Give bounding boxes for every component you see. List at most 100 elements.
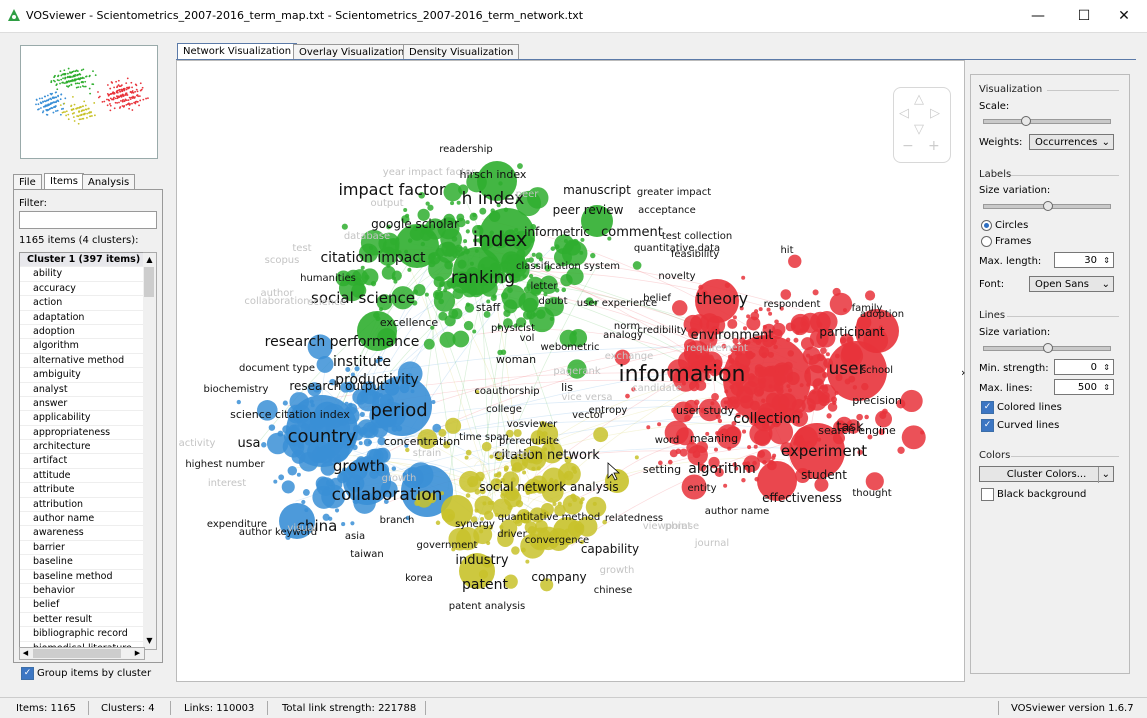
- tab-file[interactable]: File: [13, 174, 42, 191]
- term-node[interactable]: [503, 467, 508, 472]
- term-label[interactable]: collection: [733, 411, 800, 427]
- list-item[interactable]: baseline method: [20, 570, 144, 584]
- list-item[interactable]: architecture: [20, 440, 144, 455]
- term-label[interactable]: collaboration: [332, 485, 443, 505]
- term-node[interactable]: [747, 445, 752, 450]
- term-node[interactable]: [827, 341, 887, 401]
- term-node[interactable]: [607, 236, 612, 241]
- term-node[interactable]: [714, 467, 724, 477]
- term-node[interactable]: [867, 434, 873, 440]
- term-node[interactable]: [439, 280, 445, 287]
- term-node[interactable]: [357, 311, 397, 351]
- term-node[interactable]: [829, 292, 853, 316]
- term-node[interactable]: [343, 457, 391, 505]
- term-node[interactable]: [465, 449, 472, 456]
- list-item[interactable]: analyst: [20, 383, 144, 397]
- term-label[interactable]: company: [531, 570, 586, 584]
- term-node[interactable]: [749, 421, 773, 446]
- term-node[interactable]: [780, 289, 792, 300]
- term-node[interactable]: [472, 212, 477, 218]
- term-node[interactable]: [774, 319, 779, 325]
- term-node[interactable]: [268, 424, 276, 431]
- term-label[interactable]: meaning: [690, 432, 738, 445]
- term-node[interactable]: [779, 306, 784, 311]
- term-node[interactable]: [553, 517, 581, 545]
- term-node[interactable]: [357, 419, 376, 438]
- scale-slider[interactable]: [983, 119, 1111, 124]
- term-node[interactable]: [486, 540, 491, 546]
- term-node[interactable]: [550, 246, 556, 251]
- term-node[interactable]: [567, 359, 587, 379]
- term-label[interactable]: hirsch index: [460, 168, 527, 181]
- term-node[interactable]: [526, 283, 532, 289]
- term-node[interactable]: [540, 503, 554, 516]
- term-label[interactable]: h index: [462, 189, 525, 209]
- term-node[interactable]: [473, 525, 493, 545]
- term-node[interactable]: [757, 461, 797, 501]
- term-node[interactable]: [316, 355, 334, 373]
- term-label[interactable]: author: [261, 288, 295, 299]
- term-node[interactable]: [279, 503, 315, 539]
- term-node[interactable]: [710, 401, 715, 406]
- term-node[interactable]: [383, 499, 389, 504]
- term-node[interactable]: [438, 311, 448, 321]
- term-node[interactable]: [753, 444, 758, 449]
- term-label[interactable]: user study: [676, 404, 734, 417]
- term-node[interactable]: [710, 326, 720, 335]
- term-label[interactable]: coauthorship: [474, 386, 539, 397]
- term-node[interactable]: [439, 491, 444, 496]
- term-node[interactable]: [441, 495, 473, 527]
- term-node[interactable]: [528, 257, 534, 263]
- term-node[interactable]: [448, 527, 472, 551]
- term-node[interactable]: [646, 425, 651, 430]
- term-node[interactable]: [539, 275, 558, 294]
- term-node[interactable]: [496, 203, 501, 208]
- scroll-down-icon[interactable]: ▼: [146, 636, 153, 645]
- term-node[interactable]: [688, 380, 700, 392]
- term-node[interactable]: [687, 444, 708, 466]
- term-node[interactable]: [441, 241, 457, 257]
- term-node[interactable]: [570, 493, 576, 500]
- term-label[interactable]: output: [371, 198, 404, 209]
- list-vertical-scrollbar[interactable]: ▲ ▼: [143, 252, 157, 650]
- term-node[interactable]: [826, 413, 832, 419]
- term-node[interactable]: [438, 428, 447, 437]
- term-node[interactable]: [329, 378, 336, 386]
- term-node[interactable]: [497, 530, 514, 547]
- term-node[interactable]: [531, 466, 536, 471]
- term-node[interactable]: [790, 409, 809, 427]
- term-node[interactable]: [790, 317, 810, 336]
- term-label[interactable]: government: [417, 540, 478, 551]
- term-label[interactable]: institute: [333, 354, 391, 370]
- term-label[interactable]: activity: [179, 438, 216, 449]
- scroll-up-icon[interactable]: ▲: [146, 255, 153, 264]
- term-node[interactable]: [282, 400, 288, 406]
- term-node[interactable]: [864, 414, 869, 420]
- filter-input[interactable]: [19, 211, 157, 229]
- term-node[interactable]: [539, 420, 546, 427]
- term-node[interactable]: [418, 191, 426, 199]
- term-label[interactable]: strain: [413, 448, 442, 459]
- term-node[interactable]: [525, 559, 530, 564]
- list-item[interactable]: algorithm: [20, 339, 144, 354]
- term-node[interactable]: [695, 354, 700, 359]
- term-node[interactable]: [301, 499, 306, 505]
- term-node[interactable]: [757, 449, 772, 464]
- term-node[interactable]: [273, 479, 278, 484]
- collapse-panel-icon[interactable]: ›: [961, 366, 966, 379]
- term-label[interactable]: journal: [694, 538, 729, 549]
- term-label[interactable]: social network analysis: [479, 480, 618, 494]
- close-button[interactable]: ✕: [1118, 8, 1130, 24]
- term-label[interactable]: database: [344, 231, 390, 242]
- term-node[interactable]: [376, 453, 382, 459]
- term-node[interactable]: [900, 389, 923, 413]
- term-node[interactable]: [463, 320, 474, 331]
- term-node[interactable]: [897, 446, 905, 454]
- term-node[interactable]: [322, 513, 330, 521]
- term-node[interactable]: [540, 578, 554, 592]
- list-item[interactable]: adoption: [20, 325, 144, 340]
- term-node[interactable]: [775, 421, 780, 426]
- chevron-down-icon[interactable]: ⌄: [1097, 467, 1110, 483]
- item-list[interactable]: Cluster 1 (397 items) ability accuracy act…: [19, 252, 145, 650]
- term-node[interactable]: [503, 574, 518, 589]
